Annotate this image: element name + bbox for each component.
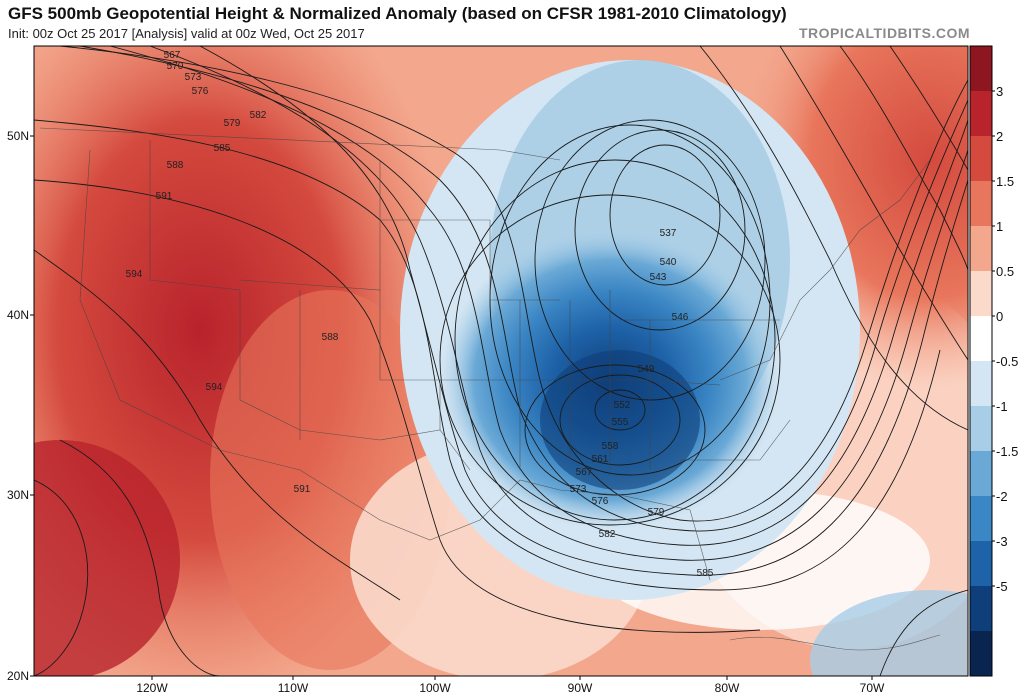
lat-tick-label: 40N [7,308,29,322]
contour-label: 558 [602,441,619,452]
colorbar-label: 1.5 [996,174,1014,189]
colorbar-swatch [970,451,992,497]
colorbar-swatch [970,181,992,227]
map-subtitle: Init: 00z Oct 25 2017 [Analysis] valid a… [8,26,365,41]
lon-tick-label: 120W [136,681,168,695]
contour-label: 588 [167,160,184,171]
contour-label: 573 [185,72,202,83]
contour-label: 549 [638,364,655,375]
contour-label: 570 [167,61,184,72]
contour-label: 594 [126,269,143,280]
lon-tick-label: 90W [568,681,593,695]
contour-label: 567 [576,467,593,478]
colorbar-swatch [970,631,992,677]
colorbar-swatch [970,586,992,632]
contour-label: 561 [592,454,609,465]
colorbar-swatch [970,361,992,407]
lon-tick-label: 110W [278,681,309,695]
contour-label: 585 [214,143,231,154]
contour-label: 582 [599,529,616,540]
lon-tick-label: 70W [860,681,885,695]
colorbar-swatch [970,136,992,182]
contour-label: 546 [672,312,689,323]
lat-tick-label: 30N [7,488,29,502]
contour-label: 573 [570,484,587,495]
height-contours [34,46,968,676]
colorbar-swatch [970,406,992,452]
contour-label: 552 [614,400,631,411]
colorbar-swatch [970,271,992,317]
contour-label: 537 [660,228,677,239]
political-boundaries [39,127,941,651]
colorbar-label: -1 [996,399,1008,414]
contour-labels: 5675705735765795825855885915945885945915… [126,50,714,579]
brand-watermark: TROPICALTIDBITS.COM [798,25,970,41]
latitude-axis: 50N 40N 30N 20N [7,129,34,683]
colorbar-label: 3 [996,84,1003,99]
contour-label: 540 [660,257,677,268]
colorbar: 3 2 1.5 1 0.5 0 -0.5 -1 -1.5 -2 -3 -5 [969,45,1018,677]
lon-tick-label: 100W [419,681,451,695]
contour-label: 594 [206,382,223,393]
colorbar-label: -5 [996,579,1008,594]
colorbar-label: 2 [996,129,1003,144]
contour-label: 543 [650,272,667,283]
colorbar-label: -0.5 [996,354,1018,369]
colorbar-label: 0.5 [996,264,1014,279]
colorbar-swatch [970,46,992,92]
colorbar-swatch [970,226,992,272]
colorbar-swatch [970,541,992,587]
contour-label: 591 [294,484,311,495]
colorbar-swatch [970,91,992,137]
contour-label: 555 [612,417,629,428]
contour-label: 576 [192,86,209,97]
contour-label: 591 [156,191,173,202]
lat-tick-label: 20N [7,669,29,683]
colorbar-label: -3 [996,534,1008,549]
plot-frame [33,45,969,677]
lat-tick-label: 50N [7,129,29,143]
map-title: GFS 500mb Geopotential Height & Normaliz… [8,4,787,23]
longitude-axis: 120W 110W 100W 90W 80W 70W [136,676,885,695]
contour-label: 576 [592,496,609,507]
contour-label: 579 [224,118,241,129]
colorbar-label: 1 [996,219,1003,234]
lon-tick-label: 80W [715,681,740,695]
colorbar-label: -1.5 [996,444,1018,459]
colorbar-label: -2 [996,489,1008,504]
contour-label: 585 [697,568,714,579]
contour-label: 567 [164,50,181,61]
contour-label: 588 [322,332,339,343]
colorbar-label: 0 [996,309,1003,324]
contour-label: 582 [250,110,267,121]
colorbar-swatch [970,496,992,542]
contour-label: 579 [648,507,665,518]
colorbar-swatch [970,316,992,362]
